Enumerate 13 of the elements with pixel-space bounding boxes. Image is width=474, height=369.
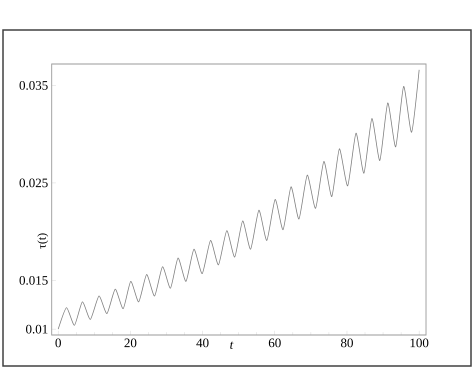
y-tick-label: 0.01 — [26, 324, 48, 334]
x-tick-label: 0 — [55, 338, 61, 348]
line-series — [58, 69, 420, 330]
x-tick-label: 40 — [196, 338, 209, 348]
x-tick-label: 60 — [268, 338, 281, 348]
y-tick-label: 0.015 — [20, 276, 48, 285]
y-axis-title: τ(t) — [37, 233, 48, 249]
y-tick-label: 0.035 — [20, 81, 48, 90]
x-tick-label: 100 — [410, 338, 428, 348]
x-axis-title: t — [230, 342, 234, 349]
x-tick-label: 80 — [340, 338, 353, 348]
y-tick-label: 0.025 — [20, 178, 48, 188]
x-tick-label: 20 — [124, 338, 136, 348]
